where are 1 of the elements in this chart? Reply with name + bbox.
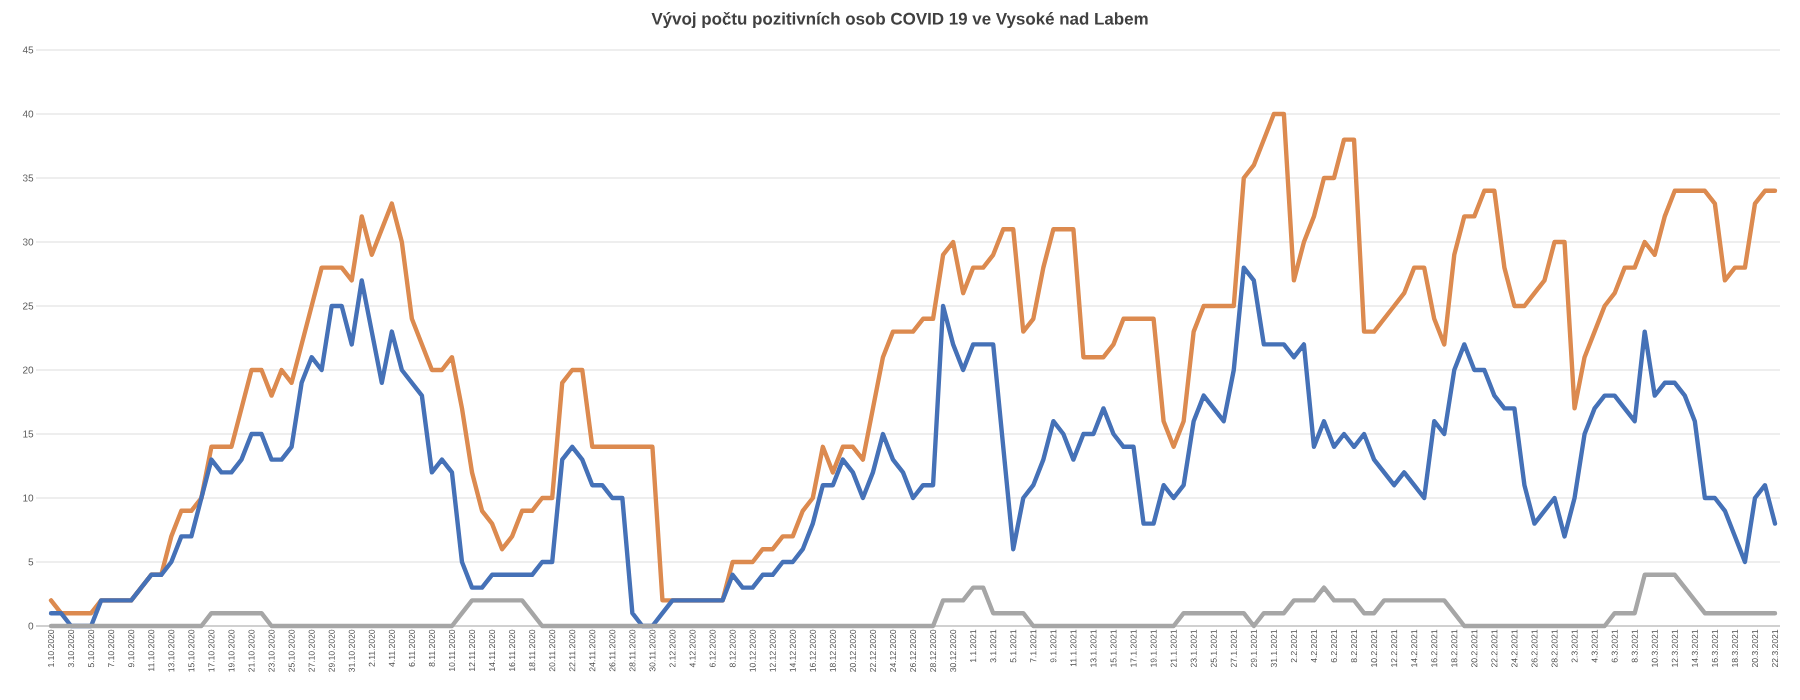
chart-title: Vývoj počtu pozitivních osob COVID 19 ve Vysoké nad Labem	[651, 11, 1148, 29]
